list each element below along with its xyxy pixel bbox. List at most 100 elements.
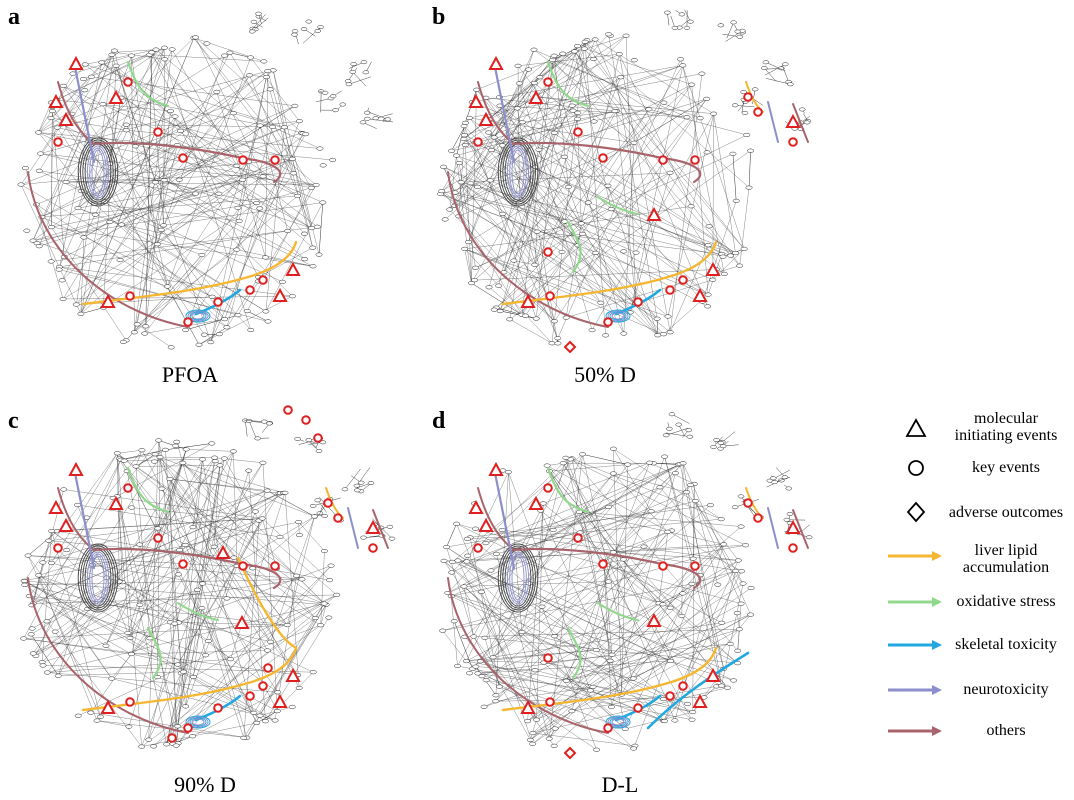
network-node <box>531 668 539 673</box>
network-node <box>490 135 498 140</box>
molecular-initiating-event-marker <box>58 517 74 532</box>
network-edge <box>347 67 358 82</box>
key-event-marker <box>678 275 688 285</box>
network-edge <box>35 574 179 657</box>
network-edge <box>764 64 786 76</box>
key-event-marker <box>633 297 643 307</box>
network-edge <box>648 109 747 136</box>
network-node <box>562 678 570 683</box>
network-node <box>174 662 182 667</box>
network-edge <box>63 85 127 131</box>
network-edge <box>449 155 457 210</box>
network-edge <box>120 449 166 461</box>
network-edge <box>692 483 695 713</box>
network-edge <box>527 503 544 722</box>
network-edge <box>57 518 263 532</box>
network-edge <box>457 560 591 691</box>
network-edge <box>368 112 388 120</box>
network-edge <box>148 461 216 740</box>
network-edge <box>117 453 120 582</box>
network-edge <box>256 710 278 724</box>
network-edge <box>114 49 157 53</box>
network-node <box>719 254 727 259</box>
event-markers <box>48 405 381 743</box>
others-pathway <box>92 141 282 184</box>
network-node <box>29 238 37 243</box>
network-edge <box>463 82 535 140</box>
network-node <box>234 205 242 210</box>
network-edge <box>298 521 325 552</box>
network-node <box>362 70 370 75</box>
network-node <box>550 130 558 135</box>
network-node <box>731 103 739 108</box>
network-edge <box>38 575 112 679</box>
skeletal-toxicity-pathway <box>646 651 750 730</box>
key-event-marker <box>178 559 188 569</box>
network-edge <box>494 137 583 235</box>
network-edge <box>94 127 285 204</box>
network-node <box>679 63 687 68</box>
key-event-marker <box>573 533 583 543</box>
network-edge <box>229 52 312 188</box>
network-node <box>645 107 653 112</box>
hub-loop <box>187 716 209 728</box>
network-edge <box>77 55 132 209</box>
network-edge <box>782 66 789 82</box>
network-edge <box>105 459 203 646</box>
network-node <box>262 309 270 314</box>
network-edge <box>513 260 535 266</box>
key-event-marker <box>665 285 675 295</box>
network-node <box>271 718 279 723</box>
network-edge <box>121 145 178 225</box>
network-edge <box>532 687 728 734</box>
key-event-marker <box>543 653 553 663</box>
network-node <box>215 332 223 337</box>
network-node <box>783 517 791 522</box>
network-node <box>498 527 506 533</box>
network-edge <box>454 51 575 193</box>
network-node <box>254 436 261 441</box>
network-edge <box>48 528 158 541</box>
network-edge <box>603 561 612 707</box>
molecular-initiating-event-marker <box>272 287 288 302</box>
network-node <box>462 120 469 125</box>
network-edge <box>500 172 671 312</box>
network-node <box>592 647 600 653</box>
network-edge <box>595 39 714 114</box>
network-node <box>660 332 668 337</box>
network-edge <box>39 54 113 171</box>
key-event-marker <box>690 561 700 571</box>
network-node <box>141 331 149 336</box>
network-node <box>45 538 53 543</box>
key-event-marker <box>258 681 268 691</box>
network-edge <box>663 560 739 722</box>
network-node <box>35 244 43 249</box>
network-edge <box>608 34 658 319</box>
network-edge <box>164 179 196 194</box>
network-node <box>309 503 317 508</box>
network-node <box>81 62 89 67</box>
network-node <box>317 25 324 30</box>
network-edge <box>253 603 325 713</box>
network-edge <box>496 307 537 319</box>
network-node <box>515 81 523 86</box>
legend-label: skeletal toxicity <box>955 636 1057 653</box>
network-node <box>359 120 367 125</box>
network-edge <box>488 287 522 315</box>
network-node <box>329 157 337 163</box>
network-edge <box>472 462 650 669</box>
network-edge <box>549 462 650 472</box>
event-markers <box>468 461 801 760</box>
network-node <box>166 476 174 481</box>
network-edge <box>625 711 693 730</box>
network-node <box>20 636 28 641</box>
network-node <box>167 108 175 113</box>
network-node <box>740 246 748 251</box>
network-node <box>261 419 268 424</box>
network-edge <box>519 83 703 302</box>
network-node <box>118 222 126 227</box>
network-edge <box>56 99 171 112</box>
panel-letter: c <box>8 408 19 434</box>
network-node <box>671 25 679 30</box>
network-node <box>255 11 262 16</box>
